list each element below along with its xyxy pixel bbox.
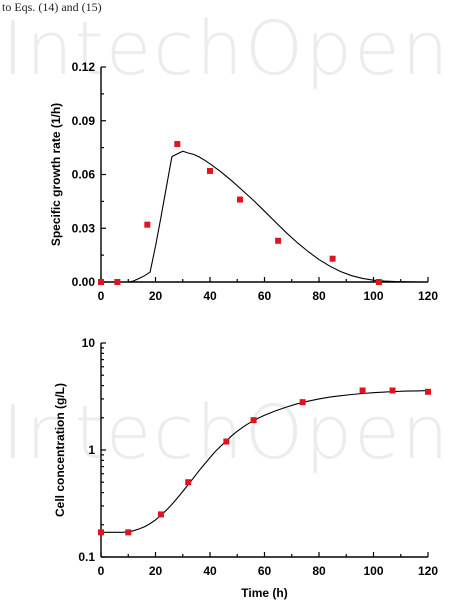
data-point [125, 529, 132, 536]
x-tick-label: 120 [418, 289, 438, 303]
data-point [185, 479, 192, 486]
x-axis-title: Time (h) [241, 586, 287, 600]
data-point [144, 221, 151, 228]
x-tick-label: 60 [258, 564, 272, 578]
data-point [207, 167, 213, 174]
header-text: to Eqs. (14) and (15) [2, 0, 102, 14]
y-tick-label: 0.00 [72, 275, 96, 289]
data-point [236, 196, 243, 203]
y-tick-label: 0.1 [78, 550, 95, 564]
y-tick-label: 0.09 [72, 114, 96, 128]
y-axis-title: Specific growth rate (1/h) [49, 103, 63, 246]
x-tick-label: 0 [98, 289, 105, 303]
x-tick-label: 60 [258, 289, 272, 303]
data-point [223, 438, 230, 445]
data-point [389, 387, 396, 394]
y-tick-label: 0.12 [72, 60, 96, 74]
data-point [275, 237, 282, 244]
data-point [98, 529, 104, 536]
model-curve [101, 390, 429, 533]
data-point [329, 255, 336, 262]
y-tick-label: 10 [82, 336, 96, 350]
x-tick-label: 100 [363, 289, 383, 303]
x-tick-label: 80 [312, 564, 326, 578]
x-tick-label: 20 [149, 289, 163, 303]
watermark-top: IntechOpen [2, 6, 451, 92]
x-tick-label: 120 [418, 564, 438, 578]
data-point [425, 388, 431, 395]
y-tick-label: 0.06 [72, 168, 96, 182]
x-tick-label: 100 [363, 564, 383, 578]
x-tick-label: 40 [203, 564, 217, 578]
y-tick-label: 1 [88, 443, 95, 457]
data-point [174, 141, 181, 148]
data-point [157, 511, 164, 518]
x-tick-label: 0 [98, 564, 105, 578]
data-point [375, 279, 382, 285]
x-tick-label: 80 [312, 289, 326, 303]
cell-concentration-chart: 0 20 40 60 80 100 120 0.1 1 10 Cell concentration … [53, 336, 438, 600]
data-point [98, 279, 104, 285]
model-curve [101, 150, 418, 283]
y-tick-label: 0.03 [72, 221, 96, 235]
y-axis-title: Cell concentration (g/L) [53, 383, 67, 517]
data-point [359, 387, 366, 394]
growth-rate-chart: 0 20 40 60 80 100 120 0.00 0.03 0.06 0.09 0.12 Speci… [49, 60, 438, 303]
data-point [299, 399, 306, 406]
data-point [114, 279, 121, 285]
x-tick-label: 20 [149, 564, 163, 578]
data-point [250, 417, 257, 424]
x-tick-label: 40 [203, 289, 217, 303]
watermark-bottom: IntechOpen [2, 390, 451, 476]
